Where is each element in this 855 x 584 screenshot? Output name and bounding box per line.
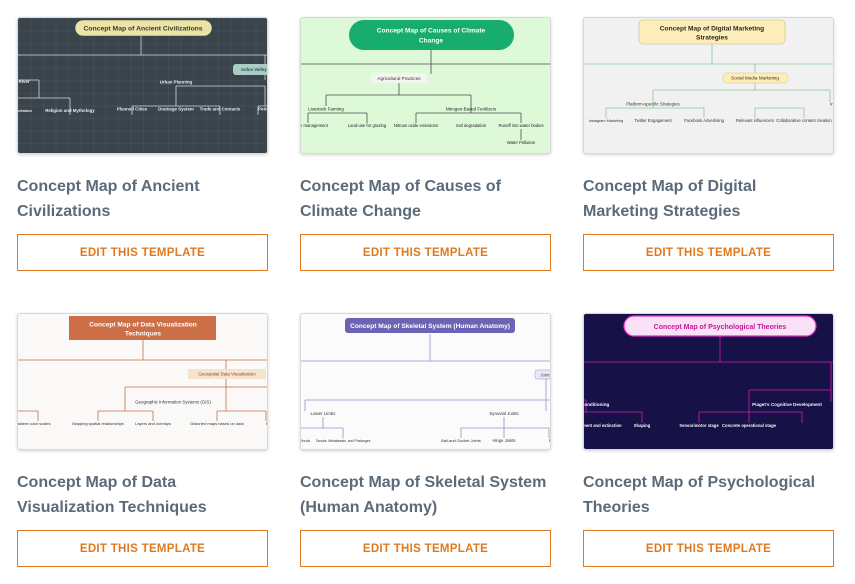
svg-text:Gradient color scales: Gradient color scales xyxy=(18,421,51,426)
svg-text:Water Pollution: Water Pollution xyxy=(507,140,536,145)
svg-text:Change: Change xyxy=(419,38,444,45)
svg-text:Distorted maps based on data: Distorted maps based on data xyxy=(190,421,244,426)
svg-text:Ball-and-Socket Joints: Ball-and-Socket Joints xyxy=(441,438,481,443)
svg-text:Collaborative content creation: Collaborative content creation xyxy=(776,118,832,123)
svg-text:Twitter Engagement: Twitter Engagement xyxy=(634,118,672,123)
svg-text:Populati: Populati xyxy=(266,421,268,426)
svg-text:Planned Cities: Planned Cities xyxy=(117,107,148,112)
svg-text:Manure management: Manure management xyxy=(301,123,329,128)
svg-text:ishment and extinction: ishment and extinction xyxy=(584,423,622,428)
svg-text:Fibula: Fibula xyxy=(301,438,311,443)
svg-text:Livestock Farming: Livestock Farming xyxy=(308,107,344,112)
svg-text:Influencer Mar: Influencer Mar xyxy=(830,102,834,107)
svg-text:Geographic Information Systems: Geographic Information Systems (GIS) xyxy=(135,400,211,405)
svg-text:Pivot Jo: Pivot Jo xyxy=(549,438,551,443)
svg-text:Conditioning: Conditioning xyxy=(584,402,610,407)
svg-text:Social Media Marketing: Social Media Marketing xyxy=(731,76,779,81)
svg-text:Concept Map of Psychological T: Concept Map of Psychological Theories xyxy=(654,324,787,331)
svg-text:Land-use for grazing: Land-use for grazing xyxy=(348,123,387,128)
svg-text:Concept Map of Data Visualizat: Concept Map of Data Visualization xyxy=(89,321,197,328)
svg-text:Concept Map of Skeletal System: Concept Map of Skeletal System (Human An… xyxy=(350,323,510,330)
svg-text:Urban Planning: Urban Planning xyxy=(160,80,193,85)
svg-text:Relevant influencers: Relevant influencers xyxy=(736,118,774,123)
svg-text:Trade and Contacts: Trade and Contacts xyxy=(200,107,241,112)
svg-text:Techniques: Techniques xyxy=(125,330,161,337)
svg-text:Layers and overlays: Layers and overlays xyxy=(135,421,171,426)
svg-text:Concept Map of Ancient Civiliz: Concept Map of Ancient Civilizations xyxy=(83,26,202,33)
svg-text:Nitrous oxide emissions: Nitrous oxide emissions xyxy=(394,123,438,128)
svg-text:Shaping: Shaping xyxy=(634,423,651,428)
svg-text:Piaget's Cognitive Development: Piaget's Cognitive Development xyxy=(752,402,822,407)
svg-text:Tarsals, Metatarsals, and Phal: Tarsals, Metatarsals, and Phalanges xyxy=(316,439,371,443)
svg-text:Concept Map of Causes of Clima: Concept Map of Causes of Climate xyxy=(377,28,486,35)
svg-text:Geospatial Data Visualization: Geospatial Data Visualization xyxy=(198,372,256,377)
svg-text:Mapping spatial relationships: Mapping spatial relationships xyxy=(72,421,124,426)
svg-text:Sensorimotor stage: Sensorimotor stage xyxy=(679,423,719,428)
svg-text:Agricultural Practices: Agricultural Practices xyxy=(377,76,421,81)
svg-text:Pottery and A: Pottery and A xyxy=(258,107,268,112)
svg-text:Soil degradation: Soil degradation xyxy=(456,123,487,128)
svg-text:Instagram Marketing: Instagram Marketing xyxy=(589,119,624,123)
svg-text:Religion and Mythology: Religion and Mythology xyxy=(45,108,95,113)
svg-text:e River: e River xyxy=(18,79,30,84)
svg-text:Strategies: Strategies xyxy=(696,34,728,41)
svg-text:Hinge Joints: Hinge Joints xyxy=(492,438,515,443)
svg-text:Synovial Joints: Synovial Joints xyxy=(489,411,519,416)
svg-text:Drainage System: Drainage System xyxy=(158,107,194,112)
svg-text:Lower Limbs: Lower Limbs xyxy=(311,411,337,416)
svg-text:Concrete operational stage: Concrete operational stage xyxy=(722,423,777,428)
svg-text:Runoff into water bodies: Runoff into water bodies xyxy=(498,123,543,128)
svg-text:Concept Map of Digital Marketi: Concept Map of Digital Marketing xyxy=(660,25,764,32)
svg-text:Facebook Advertising: Facebook Advertising xyxy=(684,118,725,123)
svg-text:nsportation: nsportation xyxy=(18,108,33,113)
svg-text:Indus Valley: Indus Valley xyxy=(241,67,267,72)
svg-text:Joints: Joints xyxy=(540,372,551,377)
